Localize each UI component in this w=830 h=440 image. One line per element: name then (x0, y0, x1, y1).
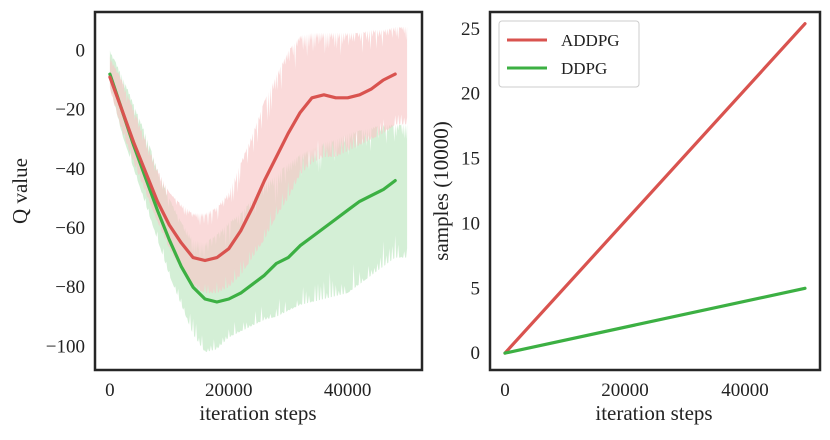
right-x-tick-20000: 20000 (601, 380, 649, 401)
left-x-tick-labels: 0 20000 40000 (105, 380, 371, 401)
samples-lines (503, 22, 807, 355)
samples-chart: 0 5 10 15 20 25 0 20000 40000 iteration steps s… (429, 10, 822, 425)
left-x-tick-40000: 40000 (324, 380, 372, 401)
q-value-chart: 0 −20 −40 −60 −80 −100 0 20000 40000 iteration … (8, 10, 424, 425)
right-y-axis-label: samples (10000) (429, 121, 453, 260)
left-y-tick-0: 0 (76, 40, 86, 61)
left-y-tick--100: −100 (46, 336, 85, 357)
right-y-tick-10: 10 (461, 213, 480, 234)
right-y-tick-5: 5 (471, 278, 481, 299)
left-y-tick--60: −60 (55, 218, 85, 239)
left-x-tick-20000: 20000 (205, 380, 253, 401)
left-y-tick-labels: 0 −20 −40 −60 −80 −100 (46, 40, 85, 357)
line-ddpg-q-value (108, 72, 397, 304)
right-y-tick-25: 25 (461, 19, 480, 40)
q-value-mean-lines (108, 72, 397, 304)
right-plot-frame (488, 10, 822, 372)
legend: ADDPG DDPG (498, 20, 640, 88)
right-y-tick-15: 15 (461, 149, 480, 170)
left-x-axis-label: iteration steps (199, 401, 316, 425)
right-y-tick-labels: 0 5 10 15 20 25 (461, 19, 480, 364)
band-addpg (109, 26, 408, 294)
right-y-tick-20: 20 (461, 84, 480, 105)
left-y-tick--40: −40 (55, 159, 85, 180)
line-addpg-q-value (108, 72, 397, 263)
right-x-axis-label: iteration steps (595, 401, 712, 425)
right-x-tick-40000: 40000 (721, 380, 769, 401)
right-x-tick-0: 0 (500, 380, 510, 401)
line-addpg-samples (503, 22, 807, 355)
left-y-tick--80: −80 (55, 277, 85, 298)
left-x-tick-0: 0 (105, 380, 115, 401)
left-y-tick--20: −20 (55, 100, 85, 121)
left-plot-frame (93, 10, 424, 372)
right-y-tick-0: 0 (471, 343, 481, 364)
legend-label-ddpg: DDPG (561, 59, 607, 78)
left-y-axis-label: Q value (8, 158, 32, 224)
legend-label-addpg: ADDPG (561, 31, 620, 50)
q-value-confidence-bands (109, 26, 408, 352)
line-ddpg-samples (503, 286, 807, 355)
legend-box (498, 20, 640, 88)
right-x-tick-labels: 0 20000 40000 (500, 380, 769, 401)
